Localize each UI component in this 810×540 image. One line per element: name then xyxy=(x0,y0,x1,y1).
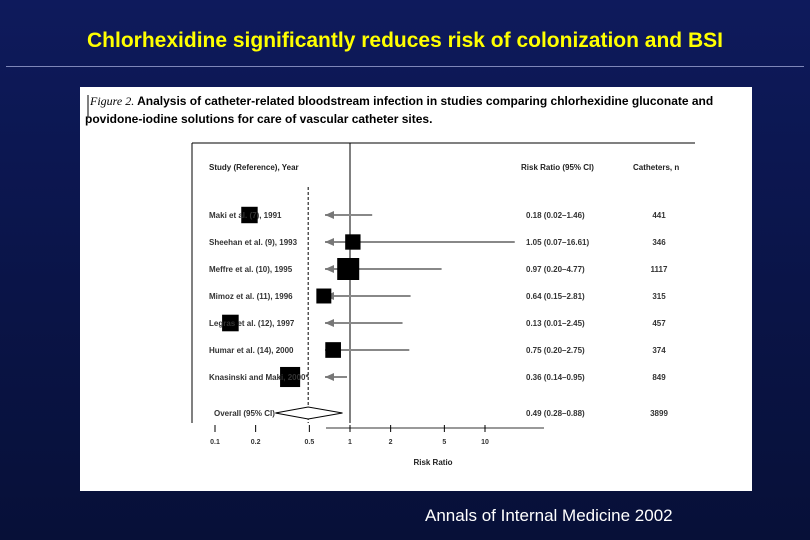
figure-caption-text: Analysis of catheter-related bloodstream… xyxy=(134,94,713,108)
x-axis: 0.1 0.2 0.5 1 2 5 10 xyxy=(210,425,544,446)
study-ci-text: 0.13 (0.01–2.45) xyxy=(526,319,585,328)
study-marker xyxy=(345,234,361,250)
x-tick-label: 0.1 xyxy=(210,439,220,446)
x-axis-label: Risk Ratio xyxy=(413,458,452,467)
x-tick-label: 10 xyxy=(481,439,489,446)
study-label: Mimoz et al. (11), 1996 xyxy=(209,292,293,301)
study-n: 315 xyxy=(652,292,666,301)
source-caption: Annals of Internal Medicine 2002 xyxy=(425,506,673,525)
forest-rows: Maki et al. (7), 1991 0.18 (0.02–1.46) 441… xyxy=(209,143,668,423)
overall-label: Overall (95% CI) xyxy=(214,409,275,418)
x-tick-label: 0.5 xyxy=(304,439,314,446)
header-study: Study (Reference), Year xyxy=(209,163,299,172)
x-tick-label: 5 xyxy=(442,439,446,446)
study-n: 849 xyxy=(652,373,666,382)
study-ci-text: 0.64 (0.15–2.81) xyxy=(526,292,585,301)
study-label: Knasinski and Maki, 2000* xyxy=(209,373,309,382)
header-risk-ratio: Risk Ratio (95% CI) xyxy=(521,163,594,172)
study-n: 441 xyxy=(652,211,666,220)
study-n: 1117 xyxy=(651,265,668,274)
ci-arrow xyxy=(325,238,334,246)
study-ci-text: 0.36 (0.14–0.95) xyxy=(526,373,585,382)
study-ci-text: 0.18 (0.02–1.46) xyxy=(526,211,585,220)
figure-label: Figure 2. xyxy=(89,94,134,108)
study-marker xyxy=(316,288,332,304)
forest-plot-figure: Figure 2. Analysis of catheter-related b… xyxy=(80,87,752,491)
figure-caption-line2: povidone-iodine solutions for care of va… xyxy=(85,112,432,126)
study-ci-text: 1.05 (0.07–16.61) xyxy=(526,238,589,247)
study-ci-text: 0.75 (0.20–2.75) xyxy=(526,346,585,355)
overall-ci-text: 0.49 (0.28–0.88) xyxy=(526,409,585,418)
overall-n: 3899 xyxy=(650,409,668,418)
x-tick-label: 0.2 xyxy=(251,439,261,446)
ci-arrow xyxy=(325,319,334,327)
x-tick-label: 2 xyxy=(389,439,393,446)
study-marker xyxy=(222,314,239,332)
ci-arrow xyxy=(325,211,334,219)
study-label: Sheehan et al. (9), 1993 xyxy=(209,238,298,247)
study-n: 457 xyxy=(652,319,666,328)
ci-arrow xyxy=(325,373,334,381)
forest-plot-svg: Figure 2. Analysis of catheter-related b… xyxy=(85,94,713,467)
study-marker xyxy=(280,366,301,388)
study-label: Maki et al. (7), 1991 xyxy=(209,211,282,220)
study-ci-text: 0.97 (0.20–4.77) xyxy=(526,265,585,274)
ci-arrow xyxy=(325,265,334,273)
study-marker xyxy=(241,206,258,224)
study-n: 346 xyxy=(652,238,666,247)
study-marker xyxy=(337,258,360,280)
study-marker xyxy=(325,342,341,358)
study-label: Humar et al. (14), 2000 xyxy=(209,346,294,355)
figure-caption-line1: Figure 2. Analysis of catheter-related b… xyxy=(89,94,713,108)
title-divider xyxy=(6,66,804,67)
study-label: Meffre et al. (10), 1995 xyxy=(209,265,293,274)
overall-diamond xyxy=(275,406,343,420)
study-n: 374 xyxy=(652,346,666,355)
slide-title: Chlorhexidine significantly reduces risk… xyxy=(87,29,723,52)
study-label: Legras et al. (12), 1997 xyxy=(209,319,295,328)
x-tick-label: 1 xyxy=(348,439,352,446)
header-catheters: Catheters, n xyxy=(633,163,679,172)
